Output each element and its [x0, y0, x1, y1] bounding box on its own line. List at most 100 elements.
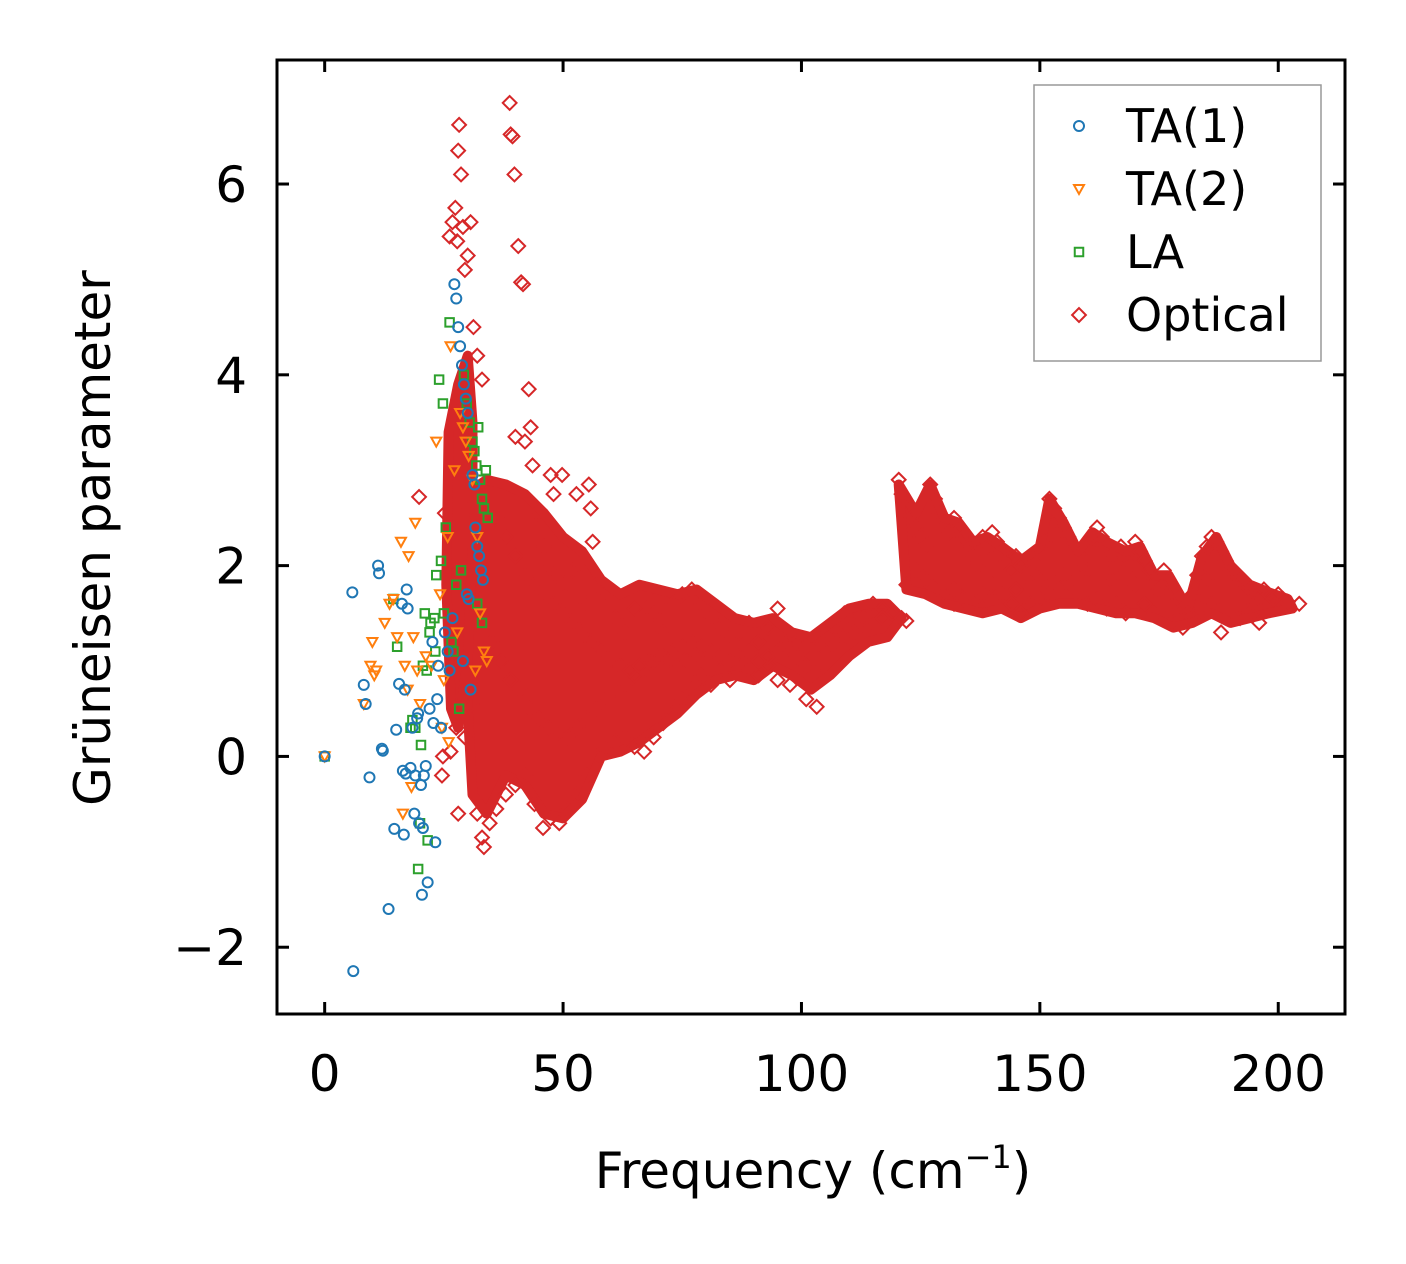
data-point	[535, 538, 553, 555]
data-point	[456, 261, 474, 279]
y-tick-label: 6	[215, 156, 247, 214]
data-point	[398, 683, 411, 696]
data-point	[453, 703, 465, 714]
data-point	[626, 600, 643, 617]
data-point	[509, 237, 527, 255]
data-point	[396, 808, 410, 821]
data-point	[1079, 562, 1096, 579]
data-point	[559, 729, 577, 746]
data-point	[578, 709, 596, 727]
data-point	[740, 614, 758, 632]
data-point	[526, 576, 543, 594]
data-point	[436, 504, 454, 522]
data-point	[448, 646, 459, 657]
data-point	[376, 744, 389, 757]
data-point	[740, 662, 758, 679]
data-point	[423, 702, 436, 715]
data-point	[347, 965, 360, 978]
data-point	[616, 729, 634, 746]
data-point	[483, 633, 500, 651]
legend-marker	[1073, 246, 1085, 258]
data-point	[635, 743, 653, 760]
data-point	[750, 633, 767, 651]
data-point	[463, 695, 480, 713]
data-point	[451, 579, 462, 590]
y-axis-label: Grüneisen parameter	[64, 270, 122, 806]
data-point	[424, 627, 435, 638]
data-point	[556, 576, 574, 594]
data-point	[318, 750, 331, 763]
data-point	[465, 318, 482, 336]
data-point	[414, 779, 427, 792]
data-point	[731, 624, 748, 641]
data-point	[1103, 571, 1120, 589]
data-point	[797, 657, 815, 675]
data-point	[645, 605, 662, 622]
data-point	[635, 585, 653, 603]
data-point	[522, 418, 539, 436]
data-point	[969, 557, 987, 574]
data-point	[447, 465, 462, 478]
data-point	[1012, 605, 1030, 622]
data-point	[481, 814, 498, 832]
legend-marker	[1072, 184, 1086, 197]
data-point	[1212, 624, 1230, 641]
data-point	[788, 633, 806, 651]
data-point	[410, 665, 424, 678]
data-point	[426, 635, 439, 648]
data-point	[750, 667, 767, 684]
data-point	[456, 729, 474, 746]
data-point	[410, 488, 428, 506]
data-point	[501, 94, 518, 112]
data-point	[588, 748, 605, 765]
data-point	[437, 398, 449, 409]
data-point	[478, 503, 490, 514]
data-point	[836, 605, 853, 622]
data-point	[406, 721, 419, 734]
data-point	[584, 533, 601, 551]
data-point	[529, 504, 546, 522]
data-point	[1136, 595, 1154, 613]
data-point	[1274, 590, 1292, 608]
data-point	[521, 700, 539, 718]
data-point	[548, 566, 565, 584]
data-point	[1150, 585, 1168, 603]
data-point	[759, 619, 777, 636]
data-point	[616, 676, 634, 694]
data-point	[1017, 566, 1034, 584]
y-tick-label: 4	[215, 347, 247, 405]
data-point	[898, 612, 915, 630]
legend-label: LA	[1126, 225, 1185, 279]
data-point	[545, 595, 562, 613]
data-point	[693, 595, 710, 613]
x-tick-label: 0	[309, 1045, 341, 1103]
data-point	[554, 605, 572, 622]
data-point	[455, 565, 467, 576]
data-point	[712, 662, 729, 679]
data-point	[1107, 557, 1125, 574]
data-point	[461, 406, 474, 419]
data-point	[413, 698, 427, 712]
legend: TA(1) TA(2) LA Optical	[1033, 84, 1322, 362]
data-point	[1155, 609, 1173, 627]
data-point	[457, 378, 470, 391]
data-point	[1002, 595, 1020, 613]
y-tick-label: −2	[173, 919, 247, 977]
data-point	[449, 805, 467, 822]
data-point	[607, 609, 624, 627]
x-tick-label: 200	[1231, 1045, 1326, 1103]
data-point	[1036, 533, 1053, 551]
data-point	[1126, 576, 1144, 594]
data-point	[388, 822, 401, 835]
data-point	[411, 712, 424, 725]
data-point	[740, 643, 758, 660]
data-point	[712, 619, 729, 636]
data-point	[443, 341, 458, 354]
data-point	[893, 609, 910, 627]
data-point	[476, 573, 489, 586]
data-point	[564, 614, 581, 632]
data-point	[406, 632, 421, 645]
data-point	[1174, 619, 1192, 636]
data-point	[1198, 571, 1216, 589]
